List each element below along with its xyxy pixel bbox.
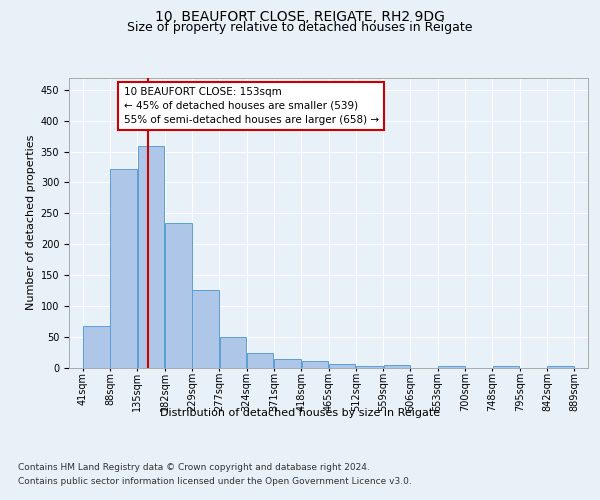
Bar — [193, 290, 219, 368]
Bar — [302, 362, 328, 368]
Text: 10, BEAUFORT CLOSE, REIGATE, RH2 9DG: 10, BEAUFORT CLOSE, REIGATE, RH2 9DG — [155, 10, 445, 24]
Text: Distribution of detached houses by size in Reigate: Distribution of detached houses by size … — [160, 408, 440, 418]
Text: Contains HM Land Registry data © Crown copyright and database right 2024.: Contains HM Land Registry data © Crown c… — [18, 462, 370, 471]
Bar — [165, 223, 191, 368]
Bar — [383, 365, 410, 368]
Y-axis label: Number of detached properties: Number of detached properties — [26, 135, 37, 310]
Bar — [110, 170, 137, 368]
Text: 10 BEAUFORT CLOSE: 153sqm
← 45% of detached houses are smaller (539)
55% of semi: 10 BEAUFORT CLOSE: 153sqm ← 45% of detac… — [124, 87, 379, 125]
Bar — [438, 366, 464, 368]
Bar — [247, 352, 274, 368]
Text: Size of property relative to detached houses in Reigate: Size of property relative to detached ho… — [127, 21, 473, 34]
Bar — [220, 336, 246, 368]
Bar — [547, 366, 574, 368]
Bar — [274, 359, 301, 368]
Bar — [329, 364, 355, 368]
Bar — [356, 366, 383, 368]
Bar — [493, 366, 520, 368]
Bar — [137, 146, 164, 368]
Bar — [83, 326, 110, 368]
Text: Contains public sector information licensed under the Open Government Licence v3: Contains public sector information licen… — [18, 478, 412, 486]
